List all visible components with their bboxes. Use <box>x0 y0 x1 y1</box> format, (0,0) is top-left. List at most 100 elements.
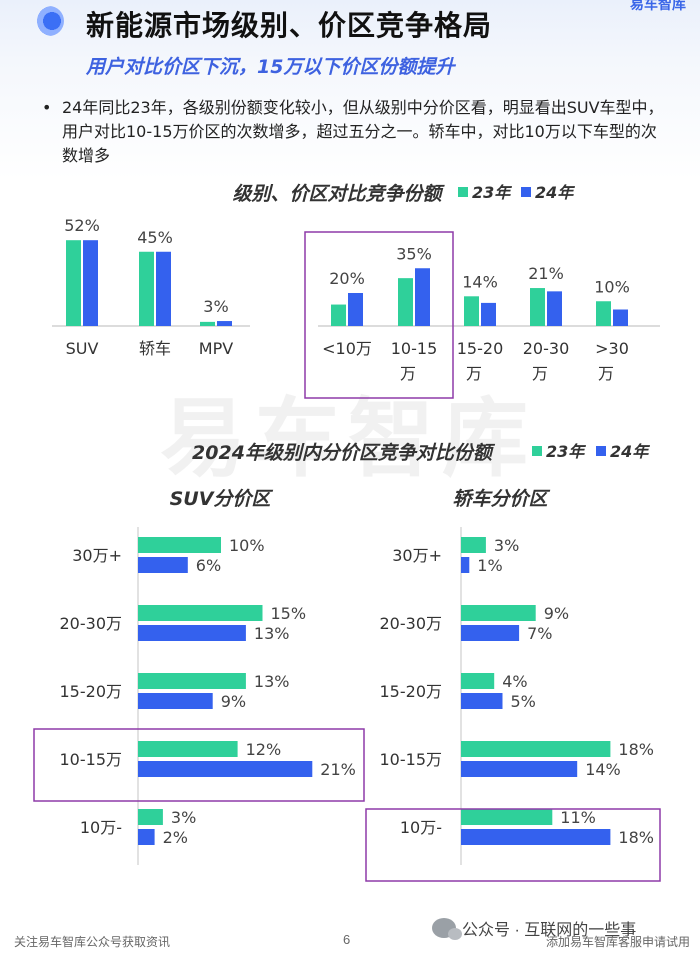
suv-label-23-1: 15% <box>271 604 307 623</box>
bar-24-3 <box>348 293 363 326</box>
bar-24-4 <box>415 268 430 326</box>
data-label-3: 20% <box>329 269 365 288</box>
suv-bar-23-3 <box>138 741 238 757</box>
bar-23-1 <box>139 251 154 326</box>
suv-label-24-2: 9% <box>221 692 246 711</box>
category-label-0: SUV <box>66 339 99 358</box>
data-label-6: 21% <box>528 264 564 283</box>
bar-23-0 <box>66 240 81 326</box>
sedan-bar-24-3 <box>461 761 578 777</box>
suv-label-23-4: 3% <box>171 808 196 827</box>
category-label-7: >30 <box>595 339 629 358</box>
data-label-5: 14% <box>462 272 498 291</box>
suv-label-23-3: 12% <box>246 740 282 759</box>
suv-panel-title: SUV分价区 <box>170 488 274 510</box>
data-label-7: 10% <box>594 277 630 296</box>
category-label-3: <10万 <box>322 339 372 358</box>
sedan-label-23-2: 4% <box>502 672 527 691</box>
sedan-label-24-0: 1% <box>477 556 502 575</box>
suv-category-3: 10-15万 <box>60 750 123 769</box>
bar-24-0 <box>83 240 98 326</box>
sedan-bar-23-2 <box>461 673 495 689</box>
highlight-box-top <box>304 231 454 399</box>
sedan-category-3: 10-15万 <box>380 750 443 769</box>
page-number: 6 <box>343 932 351 947</box>
data-label-0: 52% <box>64 216 100 235</box>
suv-label-23-0: 10% <box>229 536 265 555</box>
bar-24-1 <box>156 251 171 326</box>
sedan-bar-23-1 <box>461 605 536 621</box>
top-chart-title: 级别、价区对比竞争份额 <box>232 183 445 205</box>
brand-logo: 易车智库 <box>630 0 686 12</box>
top-bar-chart: 级别、价区对比竞争份额 23年 24年 52% SUV 45% 轿车 3% MPV 20% <10万… <box>52 183 660 399</box>
sedan-label-23-4: 11% <box>560 808 596 827</box>
category-label-unit-4: 万 <box>400 364 416 383</box>
sedan-label-23-3: 18% <box>618 740 654 759</box>
suv-bar-23-0 <box>138 537 221 553</box>
legend2-24-swatch <box>596 446 606 456</box>
sedan-category-2: 15-20万 <box>380 682 443 701</box>
category-label-unit-6: 万 <box>532 364 548 383</box>
sedan-highlight-box <box>365 808 661 882</box>
category-label-5: 15-20 <box>457 339 504 358</box>
bar-24-6 <box>547 291 562 326</box>
bar-23-7 <box>596 301 611 326</box>
bar-23-3 <box>331 304 346 326</box>
bar-23-5 <box>464 296 479 326</box>
legend-23-swatch <box>458 187 468 197</box>
bar-23-4 <box>398 278 413 326</box>
sedan-label-24-3: 14% <box>585 760 621 779</box>
bar-23-6 <box>530 288 545 326</box>
sedan-label-24-4: 18% <box>618 828 654 847</box>
suv-bar-24-4 <box>138 829 155 845</box>
legend2-24-label: 24年 <box>610 442 650 461</box>
category-label-1: 轿车 <box>139 339 171 358</box>
suv-bar-24-0 <box>138 557 188 573</box>
wechat-label: 公众号 · 互联网的一些事 <box>462 922 637 939</box>
suv-bar-24-3 <box>138 761 313 777</box>
legend-24-swatch <box>521 187 531 197</box>
sedan-label-23-1: 9% <box>544 604 569 623</box>
page-title: 新能源市场级别、价区竞争格局 <box>86 9 493 42</box>
sedan-label-24-2: 5% <box>511 692 536 711</box>
sedan-bar-24-4 <box>461 829 611 845</box>
sedan-label-24-1: 7% <box>527 624 552 643</box>
sedan-category-0: 30万+ <box>392 546 442 565</box>
sedan-bar-23-3 <box>461 741 611 757</box>
category-label-unit-7: 万 <box>598 364 614 383</box>
title-bullet-icon <box>34 6 64 36</box>
category-label-2: MPV <box>199 339 233 358</box>
suv-bar-24-2 <box>138 693 213 709</box>
suv-label-24-0: 6% <box>196 556 221 575</box>
suv-category-2: 15-20万 <box>60 682 123 701</box>
sedan-bar-24-0 <box>461 557 470 573</box>
data-label-1: 45% <box>137 228 173 247</box>
category-label-4: 10-15 <box>391 339 438 358</box>
bar-24-7 <box>613 309 628 326</box>
sedan-category-4: 10万- <box>400 818 442 837</box>
bullet-text: 24年同比23年，各级别份额变化较小，但从级别中分价区看，明显看出SUV车型中，… <box>40 96 665 168</box>
sedan-bar-23-0 <box>461 537 486 553</box>
suv-bar-24-1 <box>138 625 246 641</box>
category-label-6: 20-30 <box>523 339 570 358</box>
price-range-charts: 2024年级别内分价区竞争对比份额 23年 24年 SUV分价区 30万+ 10% 6% 20… <box>33 442 661 882</box>
suv-bar-23-2 <box>138 673 246 689</box>
sedan-category-1: 20-30万 <box>380 614 443 633</box>
suv-label-24-3: 21% <box>320 760 356 779</box>
suv-label-24-1: 13% <box>254 624 290 643</box>
suv-bar-23-1 <box>138 605 263 621</box>
footer-left: 关注易车智库公众号获取资讯 <box>14 935 171 949</box>
legend-24-label: 24年 <box>535 183 575 202</box>
suv-bar-23-4 <box>138 809 163 825</box>
suv-category-1: 20-30万 <box>60 614 123 633</box>
suv-label-24-4: 2% <box>163 828 188 847</box>
sedan-label-23-0: 3% <box>494 536 519 555</box>
data-label-2: 3% <box>203 297 228 316</box>
legend2-23-label: 23年 <box>546 442 586 461</box>
suv-label-23-2: 13% <box>254 672 290 691</box>
footer-right: 添加易车智库客服申请试用 <box>545 935 690 949</box>
legend2-23-swatch <box>532 446 542 456</box>
bar-23-2 <box>200 321 215 326</box>
wechat-icon <box>432 918 462 940</box>
page-subtitle: 用户对比价区下沉，15万以下价区份额提升 <box>86 56 455 78</box>
